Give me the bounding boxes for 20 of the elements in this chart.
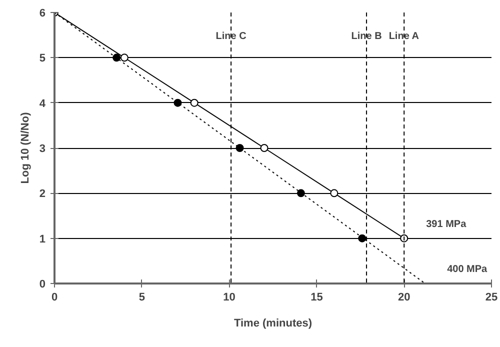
text: 391 MPa [426, 218, 467, 230]
y-tick-label: 1 [39, 233, 46, 246]
y-tick-label: 0 [39, 278, 46, 290]
x-tick-label: 20 [398, 292, 410, 304]
ref-line-label: Line A [388, 30, 420, 42]
x-axis-title: Time (minutes) [234, 318, 312, 330]
y-tick-label: 5 [39, 52, 46, 65]
ref-line-label: Line B [351, 30, 382, 42]
x-tick-label: 25 [485, 292, 498, 304]
y-tick-label: 2 [39, 188, 46, 200]
y-tick-label: 3 [39, 143, 46, 155]
ref-line-label: Line C [216, 30, 246, 42]
x-tick-label: 15 [310, 292, 323, 304]
y-tick-label: 6 [39, 8, 46, 20]
y-axis-title: Log 10 (N/No) [19, 112, 32, 184]
x-tick-label: 5 [138, 292, 145, 304]
x-tick-label: 0 [51, 292, 58, 304]
text: 400 MPa [447, 264, 488, 275]
x-tick-label: 10 [223, 292, 236, 304]
y-tick-label: 4 [39, 98, 46, 110]
